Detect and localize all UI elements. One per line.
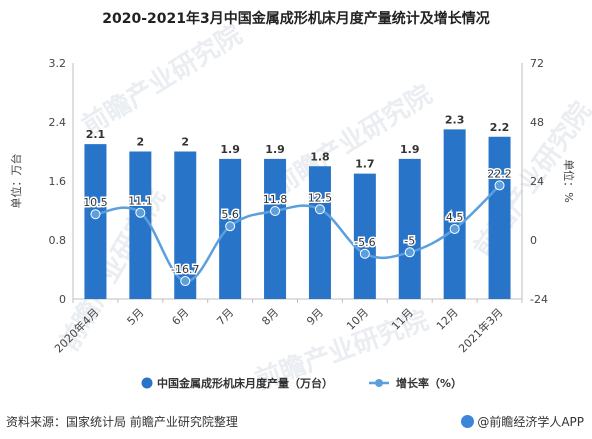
bar-label-5: 1.8 — [310, 150, 330, 163]
bar-label-2: 2 — [181, 136, 189, 149]
x-tick-label-3: 7月 — [214, 306, 236, 328]
growth-point-4 — [270, 205, 281, 216]
y-tick-right-3: 48 — [530, 116, 544, 129]
growth-point-3 — [225, 221, 236, 232]
y-tick-left-1: 0.8 — [49, 234, 67, 247]
chart-title: 2020-2021年3月中国金属成形机床月度产量统计及增长情况 — [102, 11, 490, 27]
x-tick-label-1: 5月 — [125, 306, 147, 328]
bar-label-0: 2.1 — [86, 128, 106, 141]
x-tick-label-2: 6月 — [169, 306, 191, 328]
growth-label-0: 10.5 — [83, 196, 108, 209]
y-tick-right-2: 24 — [530, 175, 544, 188]
y-tick-right-1: 0 — [530, 234, 537, 247]
bar-2 — [174, 151, 197, 299]
x-tick-label-0: 2020年4月 — [51, 305, 101, 355]
y-axis-right-title: 单位：% — [562, 159, 576, 202]
bar-4 — [264, 158, 287, 299]
legend-bar-icon — [141, 377, 153, 389]
growth-point-8 — [449, 223, 460, 234]
growth-point-0 — [90, 209, 101, 220]
bar-label-8: 2.3 — [445, 113, 465, 126]
bar-8 — [443, 129, 466, 299]
growth-point-9 — [494, 180, 505, 191]
source-note: 资料来源：国家统计局 前瞻产业研究院整理 — [6, 415, 238, 429]
y-axis-left-title: 单位：万台 — [9, 154, 23, 209]
legend-line-label: 增长率（%） — [396, 376, 462, 390]
y-tick-left-3: 2.4 — [49, 116, 67, 129]
x-tick-label-7: 11月 — [389, 306, 416, 333]
legend-bar-label: 中国金属成形机床月度产量（万台） — [157, 376, 333, 390]
x-tick-label-8: 12月 — [434, 306, 461, 333]
bar-label-3: 1.9 — [220, 143, 240, 156]
x-tick-label-6: 10月 — [344, 306, 371, 333]
growth-point-1 — [135, 207, 146, 218]
growth-label-9: 22.2 — [487, 167, 512, 180]
bar-label-6: 1.7 — [355, 158, 375, 171]
x-tick-label-9: 2021年3月 — [455, 305, 505, 355]
y-tick-left-0: 0 — [59, 293, 66, 306]
bar-9 — [488, 136, 511, 299]
bar-0 — [84, 144, 107, 299]
bar-label-9: 2.2 — [490, 121, 510, 134]
y-tick-left-2: 1.6 — [49, 175, 67, 188]
bar-label-1: 2 — [137, 136, 145, 149]
y-tick-left-4: 3.2 — [49, 57, 67, 70]
bar-label-4: 1.9 — [265, 143, 285, 156]
growth-label-5: 12.5 — [308, 191, 333, 204]
growth-point-7 — [404, 247, 415, 258]
growth-label-3: 5.6 — [221, 208, 239, 221]
growth-label-6: -5.6 — [354, 236, 375, 249]
bar-1 — [129, 151, 152, 299]
y-tick-right-0: -24 — [530, 293, 548, 306]
bar-label-7: 1.9 — [400, 143, 420, 156]
growth-label-4: 11.8 — [263, 193, 288, 206]
y-tick-right-4: 72 — [530, 57, 544, 70]
brand-credit: @前瞻经济学人APP — [461, 413, 584, 430]
bar-5 — [308, 166, 331, 299]
bar-6 — [353, 173, 376, 299]
brand-logo-icon — [461, 415, 475, 428]
growth-label-1: 11.1 — [128, 195, 153, 208]
growth-line — [95, 184, 501, 283]
growth-point-6 — [359, 248, 370, 259]
x-tick-label-5: 9月 — [304, 306, 326, 328]
growth-label-8: 4.5 — [446, 211, 464, 224]
growth-point-2 — [180, 276, 191, 287]
legend-line-marker-icon — [375, 379, 383, 387]
growth-label-7: -5 — [404, 234, 415, 247]
growth-point-5 — [314, 204, 325, 215]
x-tick-label-4: 8月 — [259, 306, 281, 328]
growth-label-2: -16.7 — [171, 263, 199, 276]
bar-7 — [398, 158, 421, 299]
brand-label: @前瞻经济学人APP — [477, 415, 584, 429]
